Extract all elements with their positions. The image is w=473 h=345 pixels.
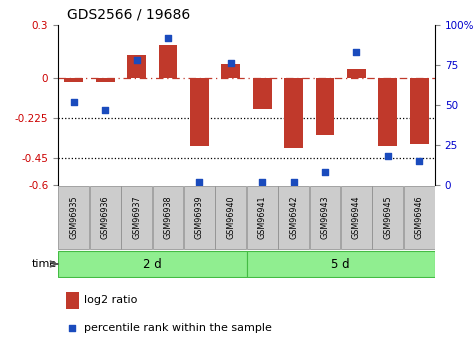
FancyBboxPatch shape — [278, 186, 309, 249]
Bar — [378, 78, 397, 146]
Text: GDS2566 / 19686: GDS2566 / 19686 — [68, 8, 191, 21]
Bar — [96, 78, 114, 82]
Bar — [253, 78, 272, 109]
FancyBboxPatch shape — [246, 250, 435, 277]
FancyBboxPatch shape — [153, 186, 184, 249]
Point — [258, 179, 266, 185]
Text: GSM96938: GSM96938 — [164, 196, 173, 239]
Point — [290, 179, 298, 185]
Text: GSM96937: GSM96937 — [132, 196, 141, 239]
Text: GSM96942: GSM96942 — [289, 196, 298, 239]
Bar — [410, 78, 429, 144]
Bar — [315, 78, 334, 135]
Text: GSM96945: GSM96945 — [384, 196, 393, 239]
Point — [196, 179, 203, 185]
Bar — [221, 64, 240, 78]
FancyBboxPatch shape — [184, 186, 215, 249]
Point — [164, 35, 172, 41]
Text: GSM96940: GSM96940 — [226, 196, 235, 239]
Text: percentile rank within the sample: percentile rank within the sample — [84, 323, 272, 333]
Text: GSM96936: GSM96936 — [101, 196, 110, 239]
Point — [68, 325, 76, 331]
Bar — [284, 78, 303, 148]
Text: log2 ratio: log2 ratio — [84, 295, 138, 305]
Text: GSM96946: GSM96946 — [415, 196, 424, 239]
FancyBboxPatch shape — [121, 186, 152, 249]
FancyBboxPatch shape — [404, 186, 435, 249]
Point — [384, 154, 392, 159]
FancyBboxPatch shape — [215, 186, 246, 249]
Point — [353, 49, 360, 55]
Text: GSM96935: GSM96935 — [69, 196, 78, 239]
FancyBboxPatch shape — [372, 186, 403, 249]
Text: GSM96943: GSM96943 — [321, 196, 330, 239]
Text: 2 d: 2 d — [143, 257, 162, 270]
Bar — [127, 55, 146, 78]
Point — [133, 57, 140, 63]
FancyBboxPatch shape — [310, 186, 341, 249]
Point — [227, 61, 235, 66]
FancyBboxPatch shape — [247, 186, 278, 249]
Bar — [347, 69, 366, 78]
FancyBboxPatch shape — [341, 186, 372, 249]
Point — [101, 107, 109, 112]
Bar — [64, 78, 83, 82]
FancyBboxPatch shape — [90, 186, 121, 249]
Text: GSM96941: GSM96941 — [258, 196, 267, 239]
FancyBboxPatch shape — [58, 186, 89, 249]
Point — [70, 99, 78, 105]
Bar — [158, 45, 177, 78]
Text: GSM96944: GSM96944 — [352, 196, 361, 239]
Text: time: time — [32, 259, 57, 269]
Bar — [190, 78, 209, 146]
Point — [415, 158, 423, 164]
FancyBboxPatch shape — [58, 250, 246, 277]
Bar — [66, 292, 79, 309]
Point — [321, 169, 329, 175]
Text: GSM96939: GSM96939 — [195, 196, 204, 239]
Text: 5 d: 5 d — [332, 257, 350, 270]
